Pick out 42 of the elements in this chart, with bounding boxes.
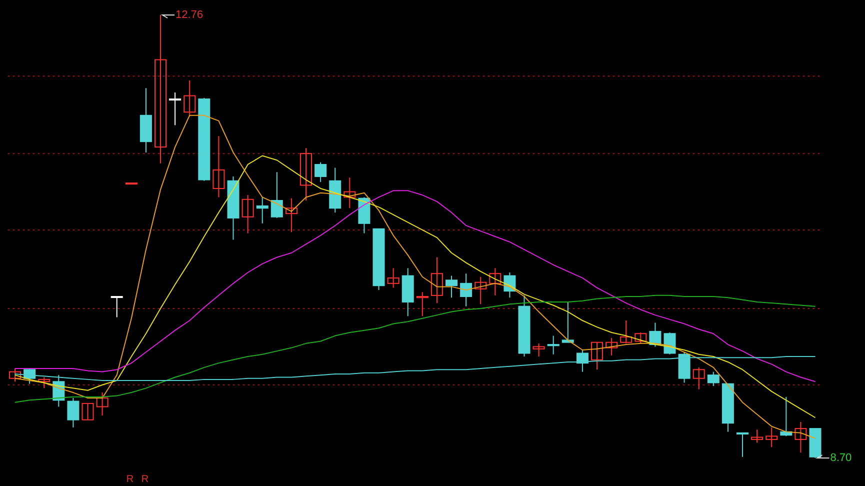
candlestick bbox=[96, 392, 108, 416]
candlestick bbox=[67, 397, 80, 428]
candlestick bbox=[532, 342, 545, 358]
candlestick bbox=[591, 342, 603, 370]
candlestick bbox=[736, 432, 748, 458]
candlestick bbox=[110, 296, 123, 318]
candlestick bbox=[794, 421, 807, 454]
candlestick bbox=[212, 136, 225, 198]
candlestick bbox=[446, 275, 458, 298]
candlestick bbox=[169, 92, 182, 126]
annotation: 12.76 bbox=[176, 9, 204, 21]
text: 8.70 bbox=[830, 452, 852, 464]
candlestick bbox=[766, 426, 778, 448]
candlestick bbox=[430, 256, 443, 304]
text: R bbox=[141, 474, 149, 485]
candlestick bbox=[285, 198, 298, 233]
candlestick bbox=[474, 276, 487, 305]
candlestick bbox=[692, 366, 705, 390]
candlestick bbox=[300, 148, 312, 201]
candlestick bbox=[489, 268, 502, 296]
candlestick bbox=[9, 368, 21, 382]
candlestick bbox=[634, 332, 647, 344]
text: R bbox=[126, 474, 134, 485]
candlestick bbox=[664, 332, 676, 355]
candlestick bbox=[82, 402, 94, 420]
candlestick bbox=[184, 80, 196, 117]
candlestick bbox=[387, 268, 400, 288]
candlestick bbox=[344, 177, 356, 209]
candlestick bbox=[547, 335, 560, 355]
candlestick bbox=[562, 301, 574, 343]
candlestick bbox=[270, 172, 283, 218]
candlestick bbox=[460, 273, 472, 307]
candlestick bbox=[154, 14, 166, 164]
candlestick bbox=[38, 376, 50, 389]
candlestick bbox=[707, 371, 720, 386]
candlestick bbox=[620, 320, 632, 344]
candlestick bbox=[416, 292, 428, 317]
candlestick bbox=[256, 196, 268, 224]
candlestick bbox=[314, 162, 327, 182]
candlestick bbox=[751, 429, 764, 444]
candlestick bbox=[606, 337, 618, 356]
candlestick bbox=[242, 194, 254, 234]
